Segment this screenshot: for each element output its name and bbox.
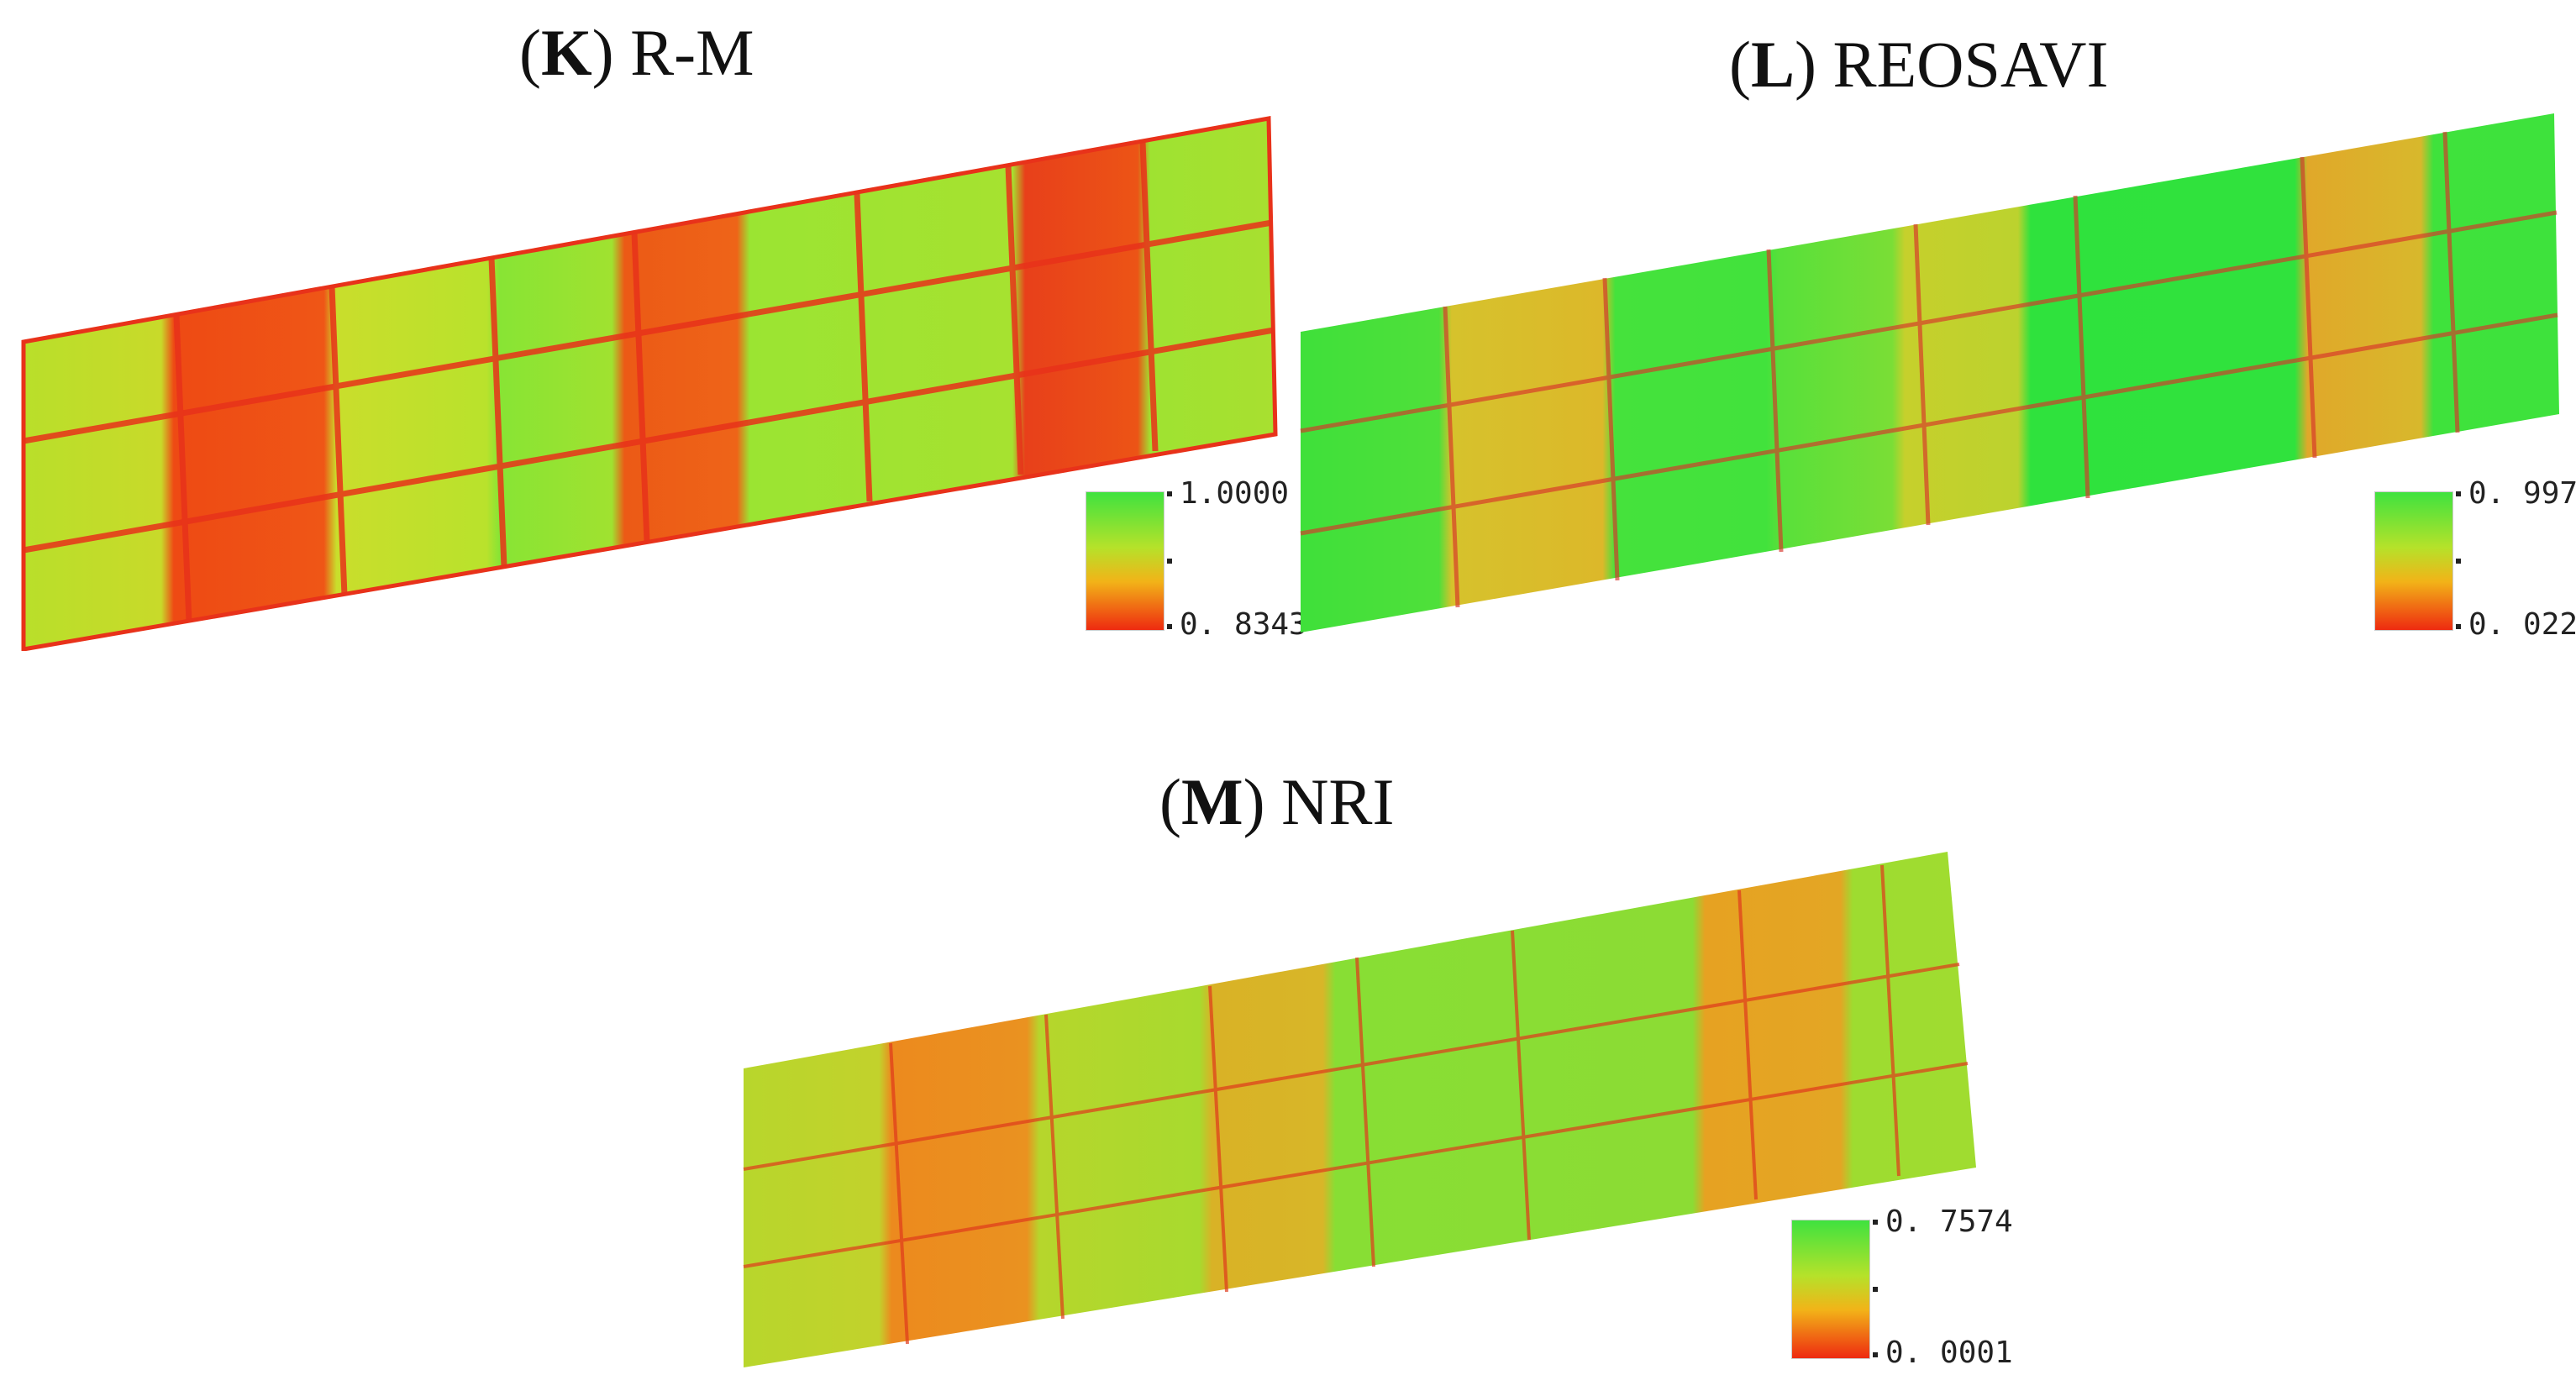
- panel-k: 1.0000 0. 8343: [17, 113, 1307, 651]
- panel-l-color-bar: [2374, 491, 2453, 631]
- panel-m-tick-bottom: [1873, 1352, 1878, 1357]
- panel-l-tick-mid: [2456, 559, 2461, 564]
- panel-k-legend-max: 1.0000: [1180, 476, 1290, 511]
- panel-l-legend-min: 0. 0222: [2468, 607, 2576, 642]
- panel-k-tick-top: [1167, 491, 1172, 496]
- panel-m-legend: 0. 7574 0. 0001: [1791, 1204, 2013, 1371]
- panel-k-field-map: [21, 116, 1278, 651]
- panel-m-field-map: [743, 852, 1976, 1367]
- panel-l-title: (L) REOSAVI: [1729, 28, 2109, 101]
- panel-m-tick-mid: [1873, 1287, 1878, 1292]
- panel-l-tick-bottom: [2456, 624, 2461, 629]
- panel-l-legend-max: 0. 9975: [2468, 476, 2576, 511]
- panel-l-field-map: [1300, 113, 2559, 632]
- panel-k-tick-mid: [1167, 559, 1172, 564]
- panel-m-title: (M) NRI: [1159, 765, 1395, 838]
- panel-l: 0. 9975 0. 0222: [1294, 113, 2576, 651]
- panel-m-color-bar: [1791, 1220, 1870, 1359]
- panel-m-legend-max: 0. 7574: [1885, 1204, 2013, 1239]
- panel-k-legend-min: 0. 8343: [1180, 607, 1307, 642]
- panel-k-color-bar: [1086, 491, 1164, 631]
- panel-k-title: (K) R-M: [519, 16, 754, 89]
- panel-k-legend: 1.0000 0. 8343: [1086, 476, 1307, 643]
- panel-l-tick-top: [2456, 491, 2461, 496]
- panel-m-tick-top: [1873, 1220, 1878, 1225]
- panel-l-legend: 0. 9975 0. 0222: [2374, 476, 2576, 643]
- panel-m-legend-min: 0. 0001: [1885, 1336, 2013, 1370]
- panel-m: 0. 7574 0. 0001: [731, 848, 2013, 1394]
- panel-k-tick-bottom: [1167, 624, 1172, 629]
